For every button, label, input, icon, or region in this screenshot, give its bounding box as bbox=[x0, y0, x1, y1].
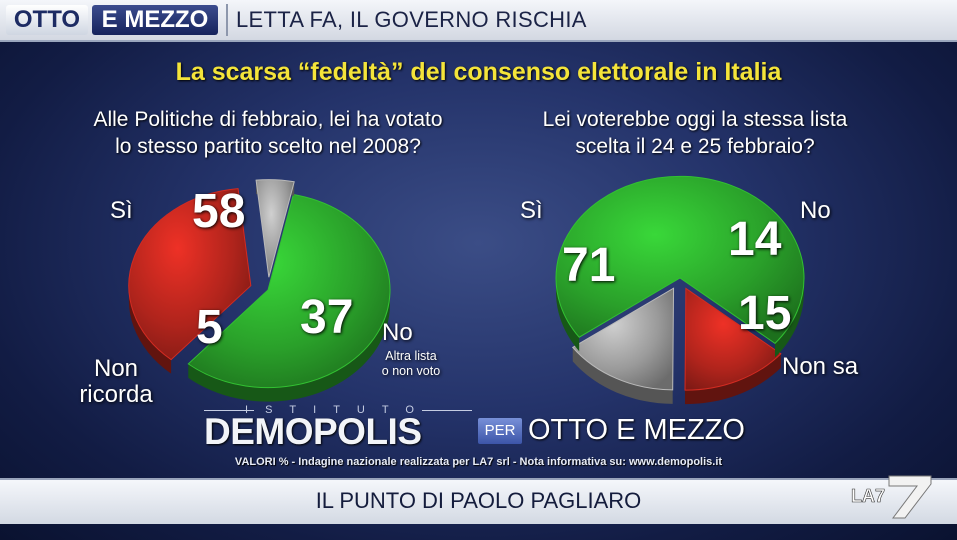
left-sublabel-no-line-2: o non voto bbox=[381, 364, 441, 378]
channel-name: LA7 bbox=[851, 486, 885, 506]
show-logo: OTTO E MEZZO bbox=[528, 414, 745, 446]
pie1-slice-1 bbox=[128, 188, 252, 361]
banner-divider bbox=[226, 4, 228, 36]
chart-title: La scarsa “fedeltà” del consenso elettor… bbox=[175, 58, 782, 86]
institute-label: ISTITUTO bbox=[245, 404, 431, 416]
pie2-slice-0 bbox=[555, 175, 805, 345]
logo-rule-right bbox=[422, 410, 472, 411]
question-left: Alle Politiche di febbraio, lei ha votat… bbox=[48, 106, 488, 160]
top-banner: OTTO E MEZZO LETTA FA, IL GOVERNO RISCHI… bbox=[0, 0, 957, 42]
right-label-non-sa: Non sa bbox=[782, 353, 859, 380]
pie2-slice-2 bbox=[571, 287, 675, 391]
right-value-non-sa: 15 bbox=[738, 287, 792, 340]
demopolis-logo: DEMOPOLIS bbox=[204, 411, 422, 452]
right-value-si: 71 bbox=[562, 239, 616, 292]
left-label-non-ricorda-line-1: Non bbox=[93, 355, 139, 382]
segment-title: IL PUNTO DI PAOLO PAGLIARO bbox=[315, 488, 642, 513]
pie1-slice-0 bbox=[187, 193, 391, 389]
pie1-slice-2 bbox=[255, 179, 295, 278]
left-value-no: 37 bbox=[300, 291, 354, 344]
la7-channel-logo-icon: LA7 bbox=[851, 475, 932, 519]
left-value-si: 58 bbox=[192, 185, 246, 238]
left-value-non-ricorda: 5 bbox=[196, 301, 223, 354]
logo-rule-left bbox=[204, 410, 254, 411]
left-label-si: Sì bbox=[110, 197, 133, 224]
left-sublabel-no-line-1: Altra lista bbox=[385, 349, 437, 363]
footnote-prefix: VALORI % bbox=[234, 456, 289, 468]
brand-e-mezzo: E MEZZO bbox=[92, 5, 218, 35]
bottom-banner bbox=[0, 478, 957, 524]
left-label-non-ricorda: Non ricorda bbox=[66, 356, 166, 408]
per-badge: PER bbox=[478, 418, 522, 444]
pie2-slice-1 bbox=[684, 287, 782, 391]
right-value-no: 14 bbox=[728, 213, 782, 266]
left-label-non-ricorda-line-2: ricorda bbox=[79, 381, 153, 408]
survey-footnote: VALORI % - Indagine nazionale realizzata… bbox=[0, 456, 957, 468]
right-label-no: No bbox=[800, 197, 831, 224]
question-right-line-1: Lei voterebbe oggi la stessa lista bbox=[542, 108, 848, 131]
question-left-line-1: Alle Politiche di febbraio, lei ha votat… bbox=[93, 108, 443, 131]
news-headline: LETTA FA, IL GOVERNO RISCHIA bbox=[236, 7, 587, 32]
footnote-text: - Indagine nazionale realizzata per LA7 … bbox=[288, 456, 723, 468]
question-right-line-2: scelta il 24 e 25 febbraio? bbox=[575, 135, 815, 158]
right-label-si: Sì bbox=[520, 197, 543, 224]
brand-otto: OTTO bbox=[6, 5, 88, 35]
question-right: Lei voterebbe oggi la stessa lista scelt… bbox=[470, 106, 920, 160]
question-left-line-2: lo stesso partito scelto nel 2008? bbox=[115, 135, 421, 158]
left-sublabel-no: Altra lista o non voto bbox=[366, 349, 456, 379]
left-label-no: No bbox=[382, 319, 413, 346]
